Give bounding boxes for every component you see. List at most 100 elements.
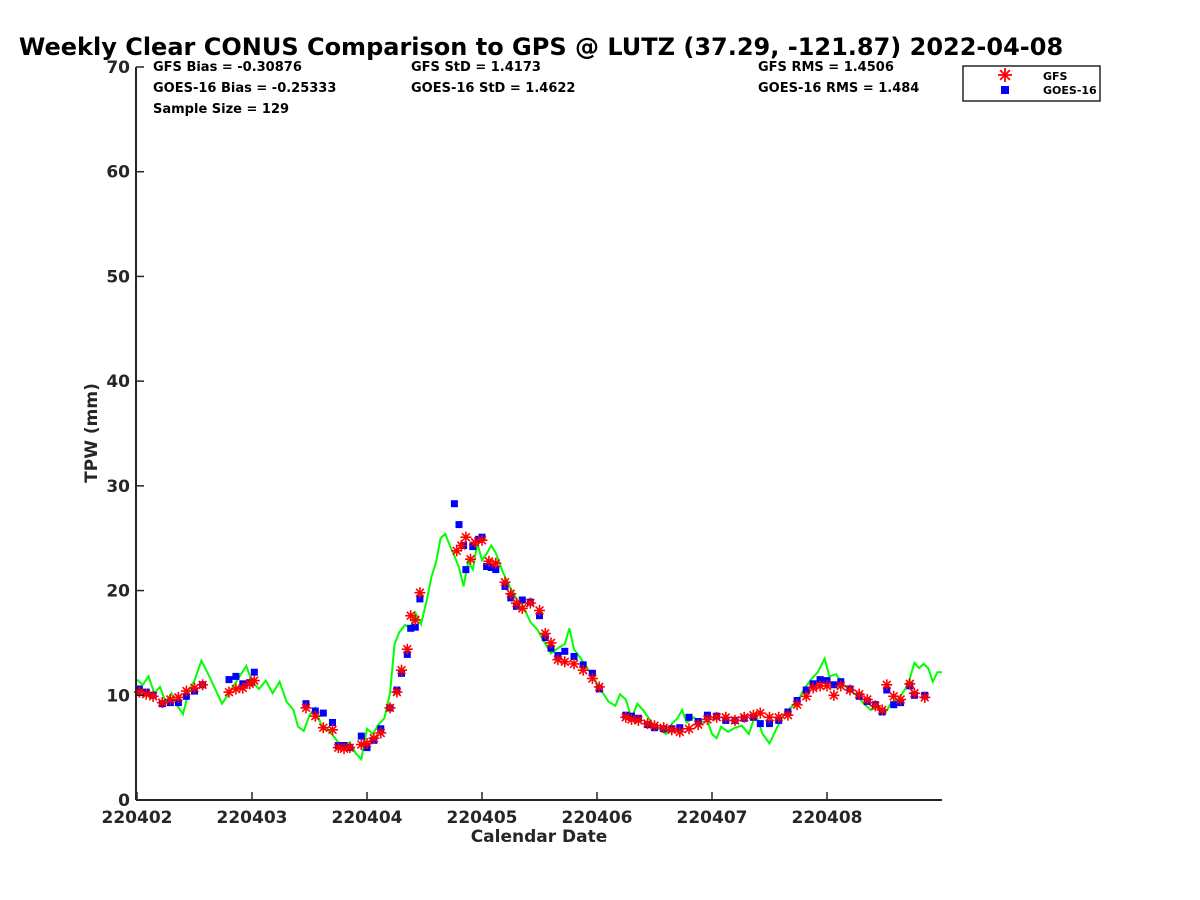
y-tick-label-1: 10	[106, 686, 130, 706]
goes-point-13	[250, 668, 258, 676]
gfs-point-20	[344, 742, 356, 754]
gfs-point-34	[460, 531, 472, 543]
goes-point-31	[416, 595, 424, 603]
x-tick-label-1: 220403	[217, 808, 288, 828]
gfs-point-27	[396, 664, 407, 676]
goes-point-89	[890, 701, 898, 709]
gfs-point-44	[524, 597, 536, 609]
y-tick-label-7: 70	[106, 58, 130, 78]
plot-area	[133, 500, 942, 762]
y-tick-label-3: 30	[106, 477, 130, 497]
gfs-point-16	[317, 722, 329, 734]
gfs-point-68	[738, 711, 750, 723]
goes-point-17	[329, 719, 336, 726]
gfs-point-91	[919, 691, 931, 703]
gfs-point-88	[895, 694, 907, 705]
gfs-point-90	[908, 687, 920, 699]
goes-point-33	[455, 521, 463, 529]
stat-goes-std: GOES-16 StD = 1.4622	[411, 81, 575, 96]
y-tick-label-4: 40	[106, 372, 130, 392]
legend: GFS GOES-16	[962, 65, 1101, 102]
x-tick-label-3: 220405	[447, 808, 518, 828]
gfs-point-73	[782, 709, 794, 721]
gfs-point-33	[455, 540, 467, 551]
gfs-point-15	[309, 710, 321, 722]
gfs-point-59	[658, 722, 670, 734]
stat-goes-rms: GOES-16 RMS = 1.484	[758, 81, 919, 96]
gfs-point-79	[828, 689, 840, 701]
goes-point-35	[462, 566, 470, 574]
gfs-point-49	[559, 656, 571, 668]
gfs-point-35	[465, 553, 476, 565]
goes-point-51	[561, 647, 569, 655]
gfs-point-53	[593, 681, 605, 693]
gfs-point-80	[835, 680, 847, 692]
gfs-point-85	[876, 704, 888, 716]
legend-gfs-asterisk	[998, 68, 1012, 82]
gfs-point-46	[539, 628, 551, 639]
axes: 0 10 20 30 40 50 60 70 220402 220403 220404 220405 2…	[102, 58, 942, 828]
gfs-point-63	[692, 719, 704, 731]
gfs-point-41	[505, 588, 517, 600]
gfs-point-55	[626, 713, 637, 725]
gfs-point-60	[666, 724, 678, 736]
goes-point-41	[492, 566, 500, 574]
gfs-point-10	[230, 683, 242, 695]
goes-point-30	[411, 623, 419, 631]
gfs-point-5	[172, 691, 184, 703]
stat-gfs-rms: GFS RMS = 1.4506	[758, 60, 894, 75]
x-tick-label-0: 220402	[102, 808, 173, 828]
goes-point-21	[357, 732, 365, 740]
goes-point-40	[487, 564, 495, 571]
gfs-point-22	[361, 738, 373, 749]
gfs-point-14	[300, 702, 312, 714]
gfs-point-66	[720, 711, 732, 723]
stat-goes-bias: GOES-16 Bias = -0.25333	[153, 81, 336, 96]
gfs-point-82	[853, 688, 865, 700]
gfs-point-28	[401, 643, 413, 655]
gfs-point-25	[384, 702, 396, 714]
goes-point-77	[802, 686, 810, 694]
gfs-point-7	[189, 682, 200, 694]
gfs-point-74	[791, 699, 803, 711]
goes-point-79	[816, 676, 824, 684]
gfs-point-30	[409, 614, 421, 626]
gfs-point-50	[568, 658, 580, 670]
goes-point-36	[469, 543, 477, 551]
gfs-point-62	[683, 723, 695, 735]
goes-point-52	[570, 653, 578, 660]
goes-point-32	[450, 500, 458, 508]
goes-point-45	[518, 596, 526, 604]
gfs-point-71	[764, 711, 775, 723]
gfs-point-31	[414, 587, 426, 599]
gfs-point-65	[711, 711, 723, 723]
gfs-point-26	[391, 686, 403, 698]
stat-gfs-std: GFS StD = 1.4173	[411, 60, 541, 75]
goes-point-81	[830, 681, 838, 689]
gfs-point-70	[754, 707, 766, 719]
legend-goes-marker	[1001, 86, 1009, 94]
gfs-point-39	[490, 557, 502, 569]
stat-gfs-bias: GFS Bias = -0.30876	[153, 60, 302, 75]
gfs-point-24	[375, 727, 387, 739]
y-tick-label-0: 0	[118, 791, 130, 811]
gfs-point-78	[821, 680, 833, 692]
legend-goes-label: GOES-16	[1043, 84, 1097, 97]
gfs-point-8	[197, 679, 209, 691]
y-tick-label-2: 20	[106, 582, 130, 602]
legend-box	[962, 65, 1101, 102]
gfs-point-51	[577, 664, 589, 676]
gfs-point-86	[881, 679, 893, 691]
gfs-point-64	[701, 713, 713, 725]
x-tick-label-6: 220408	[792, 808, 863, 828]
gfs-point-67	[729, 714, 741, 726]
gfs-point-47	[545, 637, 557, 649]
y-axis-label: TPW (mm)	[82, 383, 102, 483]
gfs-point-81	[844, 684, 856, 696]
gfs-point-11	[237, 682, 249, 694]
y-tick-label-6: 60	[106, 163, 130, 183]
legend-gfs-marker	[998, 68, 1012, 82]
gfs-point-75	[800, 690, 812, 702]
legend-gfs-label: GFS	[1043, 70, 1068, 83]
